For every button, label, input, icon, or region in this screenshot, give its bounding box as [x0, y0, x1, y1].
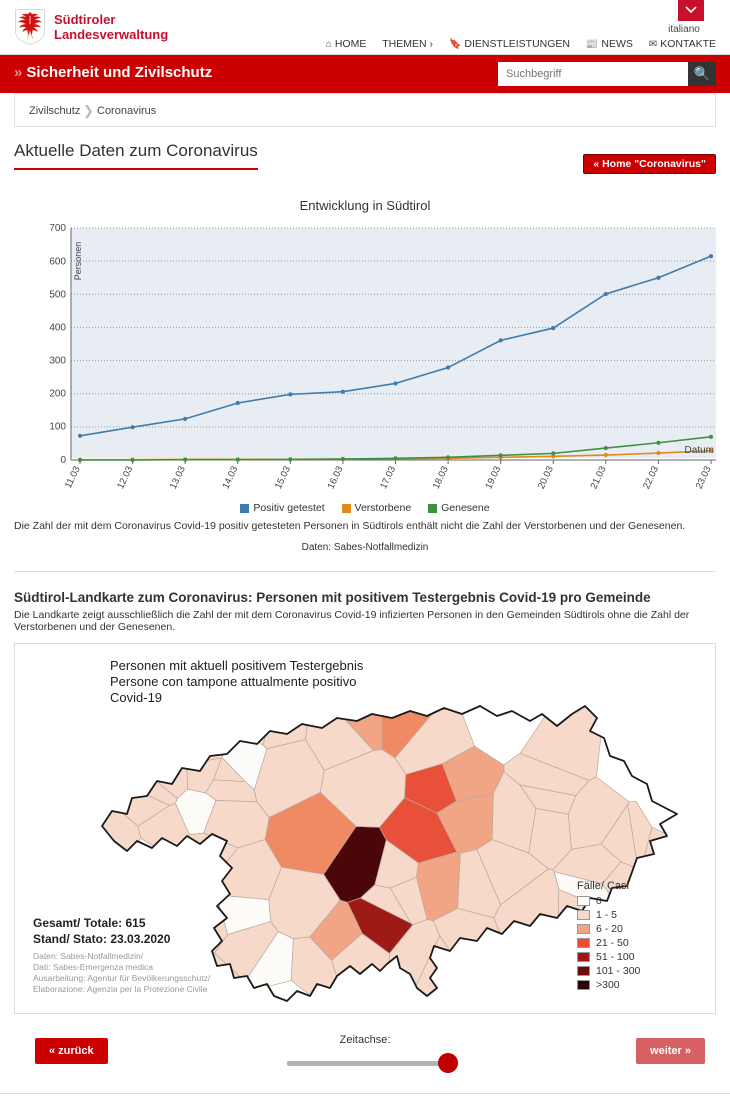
svg-text:19.03: 19.03: [483, 465, 503, 491]
svg-text:17.03: 17.03: [378, 465, 398, 491]
svg-text:500: 500: [49, 290, 66, 301]
svg-text:18.03: 18.03: [431, 465, 451, 491]
svg-text:200: 200: [49, 389, 66, 400]
svg-text:600: 600: [49, 257, 66, 268]
svg-text:400: 400: [49, 323, 66, 334]
svg-text:100: 100: [49, 422, 66, 433]
svg-text:22.03: 22.03: [641, 465, 661, 491]
svg-text:11.03: 11.03: [63, 465, 83, 491]
svg-text:300: 300: [49, 356, 66, 367]
svg-text:Personen: Personen: [73, 242, 83, 281]
svg-text:14.03: 14.03: [220, 465, 240, 491]
svg-text:23.03: 23.03: [694, 465, 714, 491]
svg-text:13.03: 13.03: [168, 465, 188, 491]
svg-text:0: 0: [60, 455, 66, 466]
svg-text:16.03: 16.03: [326, 465, 346, 491]
svg-text:12.03: 12.03: [115, 465, 135, 491]
svg-text:Datum: Datum: [685, 445, 714, 456]
svg-text:15.03: 15.03: [273, 465, 293, 491]
svg-text:700: 700: [49, 223, 66, 234]
svg-text:21.03: 21.03: [589, 465, 609, 491]
svg-text:20.03: 20.03: [536, 465, 556, 491]
